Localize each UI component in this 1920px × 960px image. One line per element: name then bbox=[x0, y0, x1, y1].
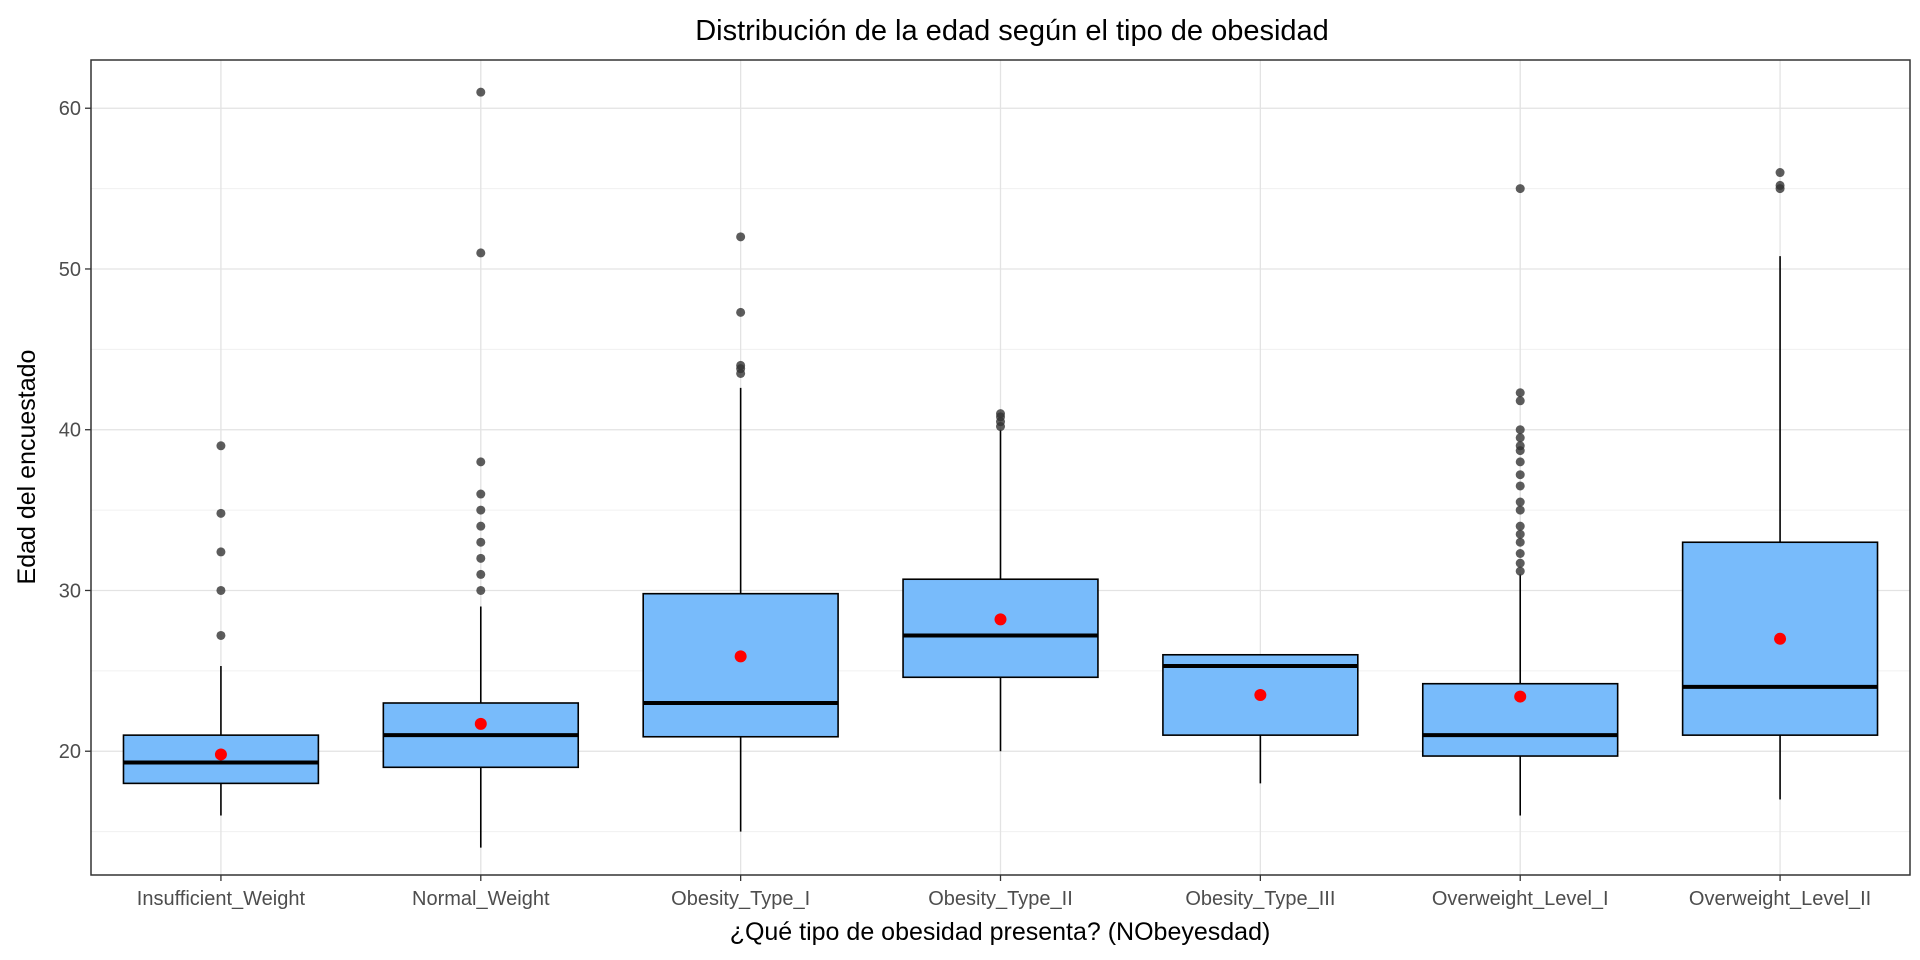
outlier-point bbox=[1775, 180, 1785, 190]
x-tick-label: Obesity_Type_III bbox=[1185, 888, 1335, 910]
mean-point bbox=[1774, 632, 1787, 645]
box-group-normal-weight bbox=[382, 87, 580, 848]
y-tick-label: 50 bbox=[59, 259, 81, 281]
outlier-point bbox=[476, 489, 486, 499]
outlier-point bbox=[1515, 470, 1525, 480]
x-tick-label: Overweight_Level_II bbox=[1689, 888, 1871, 910]
x-tick-label: Obesity_Type_I bbox=[671, 888, 810, 910]
x-tick-label: Insufficient_Weight bbox=[137, 888, 306, 910]
outlier-point bbox=[1515, 184, 1525, 194]
y-axis-title: Edad del encuestado bbox=[13, 350, 41, 585]
outlier-point bbox=[1515, 441, 1525, 451]
mean-point bbox=[1254, 688, 1267, 701]
outlier-point bbox=[216, 630, 226, 640]
outlier-point bbox=[216, 441, 226, 451]
outlier-point bbox=[1515, 497, 1525, 507]
outlier-point bbox=[736, 360, 746, 370]
boxes bbox=[122, 87, 1879, 848]
outlier-point bbox=[1515, 481, 1525, 491]
y-tick-label: 30 bbox=[59, 580, 81, 602]
outlier-point bbox=[476, 553, 486, 563]
y-tick-label: 60 bbox=[59, 98, 81, 120]
y-axis: 20 30 40 50 60 bbox=[59, 98, 91, 763]
x-tick-label: Normal_Weight bbox=[412, 888, 550, 910]
y-tick-label: 20 bbox=[59, 741, 81, 763]
box-group-obesity-type-iii bbox=[1162, 653, 1359, 784]
outlier-point bbox=[736, 307, 746, 317]
outlier-point bbox=[1515, 396, 1525, 406]
outlier-point bbox=[476, 505, 486, 515]
mean-point bbox=[1514, 690, 1527, 703]
box-group-insufficient-weight bbox=[122, 441, 320, 816]
outlier-point bbox=[216, 585, 226, 595]
mean-point bbox=[994, 613, 1007, 626]
box-group-obesity-type-i bbox=[642, 232, 839, 832]
iqr-box bbox=[642, 592, 839, 738]
outlier-point bbox=[1515, 558, 1525, 568]
x-axis-title: ¿Qué tipo de obesidad presenta? (NObeyes… bbox=[730, 918, 1271, 946]
mean-point bbox=[734, 650, 747, 663]
mean-point bbox=[214, 748, 227, 761]
outlier-point bbox=[1515, 537, 1525, 547]
outlier-point bbox=[476, 457, 486, 467]
outlier-point bbox=[216, 508, 226, 518]
outlier-point bbox=[476, 521, 486, 531]
outlier-point bbox=[736, 232, 746, 242]
outlier-point bbox=[476, 248, 486, 258]
outlier-point bbox=[476, 537, 486, 547]
x-tick-label: Obesity_Type_II bbox=[928, 888, 1073, 910]
outlier-point bbox=[1515, 549, 1525, 559]
outlier-point bbox=[216, 547, 226, 557]
outlier-point bbox=[476, 569, 486, 579]
outlier-point bbox=[1515, 433, 1525, 443]
y-tick-label: 40 bbox=[59, 420, 81, 442]
outlier-point bbox=[1515, 521, 1525, 531]
outlier-point bbox=[1515, 457, 1525, 467]
outlier-point bbox=[1515, 388, 1525, 398]
chart-title: Distribución de la edad según el tipo de… bbox=[695, 15, 1329, 47]
outlier-point bbox=[996, 409, 1005, 419]
outlier-point bbox=[1515, 566, 1525, 576]
box-group-overweight-level-ii bbox=[1681, 168, 1879, 800]
iqr-box bbox=[902, 578, 1099, 679]
outlier-point bbox=[1515, 505, 1525, 515]
mean-point bbox=[474, 717, 487, 730]
x-tick-label: Overweight_Level_I bbox=[1432, 888, 1609, 910]
outlier-point bbox=[476, 87, 486, 97]
outlier-point bbox=[476, 585, 486, 595]
box-group-obesity-type-ii bbox=[902, 409, 1099, 752]
outlier-point bbox=[1775, 168, 1785, 178]
outlier-point bbox=[1515, 425, 1525, 435]
outlier-point bbox=[1515, 529, 1525, 539]
x-axis: Insufficient_Weight Normal_Weight Obesity_… bbox=[137, 875, 1871, 910]
box-group-overweight-level-i bbox=[1421, 184, 1619, 816]
